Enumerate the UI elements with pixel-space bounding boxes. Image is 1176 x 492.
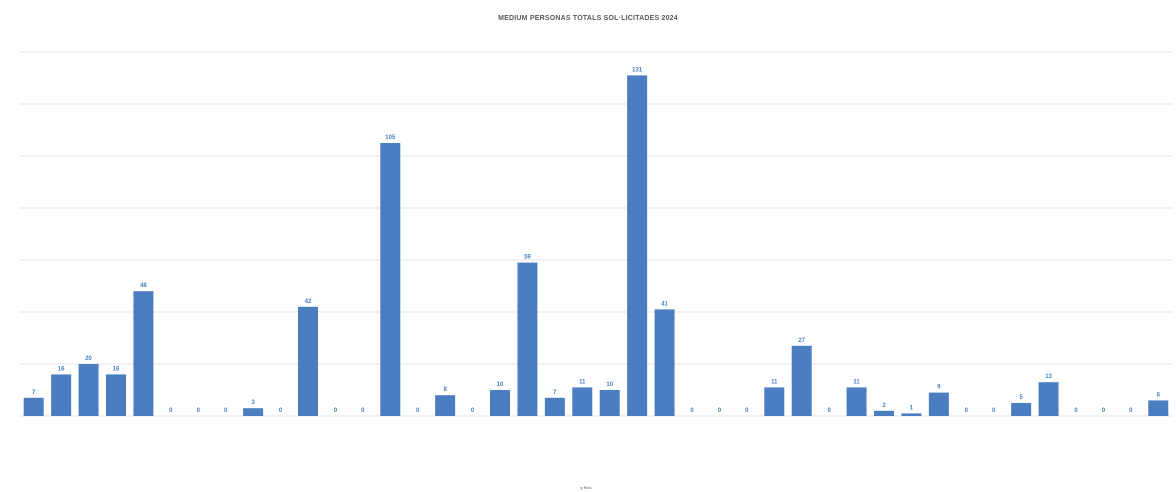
bar (243, 408, 264, 416)
bars (23, 75, 1169, 417)
bar (435, 395, 456, 416)
data-label: 0 (827, 408, 831, 414)
data-label: 9 (937, 385, 941, 391)
data-label: 13 (1045, 374, 1052, 380)
data-label: 3 (251, 400, 255, 406)
data-label: 0 (1074, 408, 1078, 414)
bar (1038, 382, 1059, 416)
data-label: 0 (992, 408, 996, 414)
bar (928, 392, 949, 416)
bar (490, 390, 510, 416)
bar (517, 262, 538, 416)
data-label: 0 (334, 408, 338, 414)
bar (764, 387, 785, 416)
bar (654, 309, 675, 416)
data-label: 0 (197, 408, 201, 414)
data-label: 11 (579, 379, 586, 385)
data-label: 59 (524, 255, 531, 261)
data-label: 0 (690, 408, 694, 414)
data-label: 1 (910, 405, 914, 411)
bar (627, 75, 648, 417)
data-label: 0 (1129, 408, 1133, 414)
data-label: 0 (416, 408, 420, 414)
bar (572, 387, 593, 416)
data-label: 10 (606, 382, 613, 388)
data-label: 7 (553, 390, 557, 396)
data-label: 0 (718, 408, 722, 414)
bar (106, 374, 126, 416)
data-label: 0 (361, 408, 365, 414)
bar (298, 306, 318, 416)
bar (791, 345, 812, 416)
data-label: 16 (113, 366, 120, 372)
gridlines (20, 51, 1172, 417)
data-label: 42 (305, 299, 312, 305)
data-label: 8 (443, 387, 447, 393)
data-label: 0 (471, 408, 475, 414)
data-label: 16 (58, 366, 65, 372)
data-label: 27 (798, 338, 805, 344)
bar (133, 291, 154, 416)
bar (51, 374, 72, 416)
data-label: 105 (385, 135, 396, 141)
bar (846, 387, 867, 416)
data-label: 0 (279, 408, 283, 414)
bar (78, 364, 99, 416)
data-label: 11 (771, 379, 778, 385)
data-label: 48 (140, 283, 147, 289)
data-label: 0 (169, 408, 173, 414)
data-label: 10 (497, 382, 504, 388)
bar (1148, 400, 1169, 416)
data-label: 0 (745, 408, 749, 414)
data-label: 0 (224, 408, 228, 414)
data-label: 11 (853, 379, 860, 385)
data-label: 0 (965, 408, 969, 414)
bar (544, 397, 565, 416)
data-label: 7 (32, 390, 36, 396)
data-label: 0 (1102, 408, 1106, 414)
data-label: 6 (1157, 392, 1161, 398)
x-axis-label: y Rev. (580, 485, 592, 490)
bar (874, 410, 894, 416)
data-label: 41 (661, 301, 668, 307)
bar (901, 413, 922, 416)
bar (1011, 403, 1032, 416)
bar (23, 397, 44, 416)
data-label: 2 (882, 403, 886, 409)
bar (599, 390, 620, 416)
chart-title: MEDIUM PERSONAS TOTALS SOL·LICITADES 202… (498, 15, 678, 22)
data-label: 5 (1019, 395, 1023, 401)
data-label: 131 (632, 67, 643, 73)
bar (380, 143, 401, 416)
data-label: 20 (85, 356, 92, 362)
